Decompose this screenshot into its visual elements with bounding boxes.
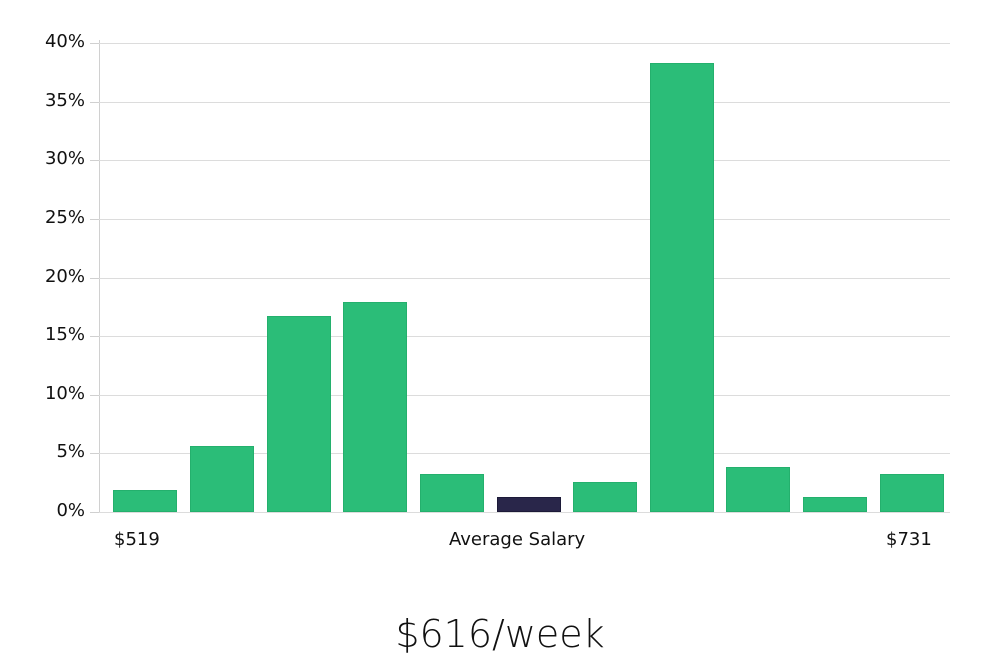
histogram-bar[interactable]: [189, 446, 254, 512]
y-tick-label: 15%: [44, 324, 85, 346]
y-axis-line: [99, 40, 100, 513]
histogram-bar[interactable]: [266, 316, 331, 512]
gridline: [99, 394, 950, 396]
average-salary-value: $616/week: [395, 612, 605, 656]
gridline: [99, 160, 950, 162]
gridline: [99, 453, 950, 455]
histogram-bar-highlighted[interactable]: [496, 496, 561, 512]
x-max-label: $731: [886, 529, 932, 550]
y-tick-mark: [90, 160, 99, 162]
histogram-bar[interactable]: [343, 302, 408, 512]
x-axis-title: Average Salary: [449, 529, 586, 550]
y-tick-mark: [90, 218, 99, 220]
y-tick-label: 25%: [44, 206, 85, 228]
gridline: [99, 43, 950, 44]
plot-area: [99, 43, 950, 513]
histogram-bar[interactable]: [113, 489, 178, 512]
gridline: [99, 277, 950, 279]
y-tick-mark: [90, 512, 99, 513]
y-tick-label: 40%: [44, 31, 85, 52]
y-tick-label: 30%: [44, 148, 85, 170]
gridline: [99, 218, 950, 220]
histogram-bar[interactable]: [649, 62, 714, 512]
x-min-label: $519: [114, 529, 160, 550]
y-tick-label: 10%: [44, 382, 85, 404]
gridline: [99, 336, 950, 338]
y-tick-mark: [90, 336, 99, 338]
y-tick-mark: [90, 43, 99, 44]
histogram-bar[interactable]: [726, 467, 791, 512]
y-tick-mark: [90, 101, 99, 103]
gridline: [99, 512, 950, 513]
y-tick-label: 5%: [56, 441, 85, 463]
y-tick-mark: [90, 453, 99, 455]
histogram-bar[interactable]: [803, 496, 868, 512]
y-tick-mark: [90, 394, 99, 396]
histogram-bar[interactable]: [419, 474, 484, 512]
y-tick-label: 0%: [56, 500, 85, 521]
histogram-bar[interactable]: [879, 474, 944, 512]
y-tick-label: 35%: [44, 89, 85, 111]
y-tick-mark: [90, 277, 99, 279]
histogram-bar[interactable]: [573, 481, 638, 512]
y-tick-label: 20%: [44, 265, 85, 287]
gridline: [99, 101, 950, 103]
